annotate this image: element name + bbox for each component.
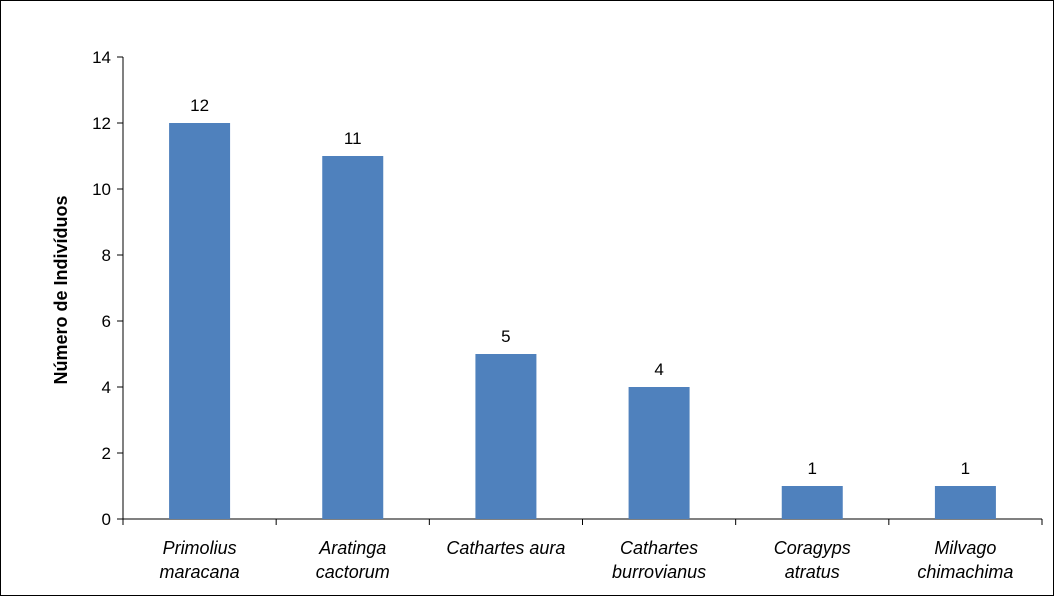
y-tick-label: 4 [102, 378, 111, 397]
x-tick-label: Cathartes aura [446, 538, 565, 558]
y-tick-label: 14 [92, 48, 111, 67]
x-tick-label: Aratinga cactorum [316, 538, 390, 582]
bar [628, 387, 690, 519]
data-label: 12 [190, 96, 209, 115]
bar [475, 354, 537, 519]
y-tick-label: 6 [102, 312, 111, 331]
x-tick-label: Cathartes burrovianus [612, 538, 706, 582]
data-label: 1 [808, 459, 817, 478]
x-axis-labels: Primolius maracana Aratinga cactorum Cathart… [160, 538, 1014, 582]
y-tick-label: 12 [92, 114, 111, 133]
y-tick-label: 2 [102, 444, 111, 463]
y-tick-label: 10 [92, 180, 111, 199]
x-tick-label: Coragyps atratus [774, 538, 851, 582]
y-axis-title: Número de Indivíduos [51, 195, 71, 384]
bar [934, 486, 996, 519]
data-label: 11 [344, 129, 362, 148]
y-axis-ticks: 0 2 4 6 8 10 12 14 [92, 48, 123, 529]
y-tick-label: 0 [102, 510, 111, 529]
data-label: 1 [961, 459, 970, 478]
x-tick-label: Primolius maracana [160, 538, 240, 582]
axes [122, 57, 1043, 525]
bar [169, 123, 231, 519]
bar [322, 156, 384, 519]
bar [781, 486, 843, 519]
x-tick-label: Milvago chimachima [917, 538, 1013, 582]
y-tick-label: 8 [102, 246, 111, 265]
data-label: 4 [654, 360, 663, 379]
data-label: 5 [501, 327, 510, 346]
bars [169, 123, 996, 519]
